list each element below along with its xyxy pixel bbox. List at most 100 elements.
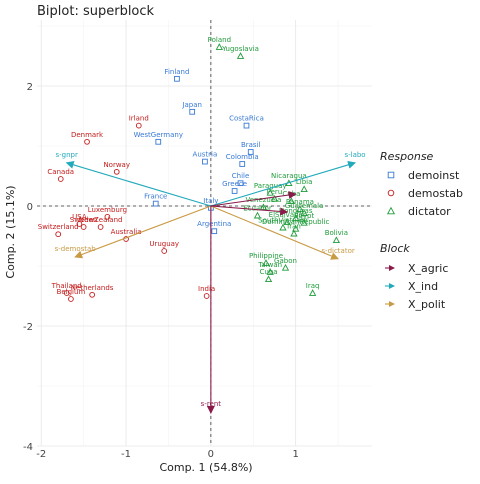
loading-arrow: s-rent [201, 206, 221, 414]
point-label: Egypt [294, 212, 314, 220]
legend-item-block: X_agric [385, 262, 448, 275]
data-point: Gabon [274, 257, 297, 271]
data-point: Honduras [279, 207, 313, 221]
point-label: Honduras [279, 207, 313, 215]
loading-arrow: s-demostab [55, 205, 212, 259]
legend: Response demoinst demostab dictator Block X_a… [380, 150, 463, 311]
data-point: Irland [129, 115, 149, 129]
point-label: India [198, 285, 215, 293]
data-point: Chile [232, 172, 250, 187]
point-label: Uruguay [149, 240, 179, 248]
point-label: Venezuela [245, 196, 281, 204]
point-label: USA [72, 213, 87, 221]
point-label: Poland [208, 36, 231, 44]
point-label: Norway [103, 161, 130, 169]
point-label: Cuba [260, 268, 278, 276]
data-point: Libia [296, 178, 312, 193]
data-point: SouthVietnam [258, 217, 308, 231]
point-label: Iraq [306, 282, 320, 290]
data-point: Peru [267, 188, 283, 202]
loading-arrow: s-gnpr [55, 151, 212, 207]
data-point: Ecuador [243, 205, 272, 219]
data-point: Norway [103, 161, 130, 175]
point-label: Taiwan [257, 261, 282, 269]
point-label: Australia [111, 228, 142, 236]
data-point: Switzerland [38, 223, 79, 238]
data-point: USA [72, 213, 87, 227]
x-tick-label: 0 [208, 449, 214, 460]
data-point: Egypt [294, 212, 315, 226]
point-label: Austria [193, 151, 218, 159]
point-label: Peru [267, 188, 283, 196]
data-point: Yugoslavia [221, 45, 259, 59]
data-point: Bolivia [325, 229, 348, 244]
point-label: DominicanRepublic [262, 218, 329, 226]
arrow-label: s-dictator [321, 247, 354, 255]
y-tick-label: -2 [23, 322, 33, 333]
data-point: Paraguay [254, 182, 287, 196]
data-point: Sweden [70, 216, 98, 230]
legend-item-response: demostab [387, 187, 463, 200]
point-label: Yugoslavia [221, 45, 259, 53]
data-point: Argentina [197, 220, 231, 235]
data-point: Brasil [241, 141, 261, 155]
data-point: Belgium [57, 288, 85, 302]
x-axis-label: Comp. 1 (54.8%) [159, 461, 252, 474]
point-label: Irland [129, 115, 149, 123]
legend-item-label: dictator [408, 205, 451, 218]
point-label: Colombia [226, 153, 259, 161]
data-point: Denmark [71, 131, 104, 145]
data-point: DominicanRepublic [262, 218, 329, 232]
data-point: Japan [181, 101, 202, 115]
data-point: NewZealand [79, 216, 123, 230]
point-label: WestGermany [134, 131, 183, 139]
data-point: Thailand [51, 282, 82, 296]
legend-item-block: X_polit [385, 298, 446, 311]
arrow-label: s-gnpr [55, 151, 77, 159]
data-point: Panama [286, 198, 314, 212]
point-label: Switzerland [38, 223, 79, 231]
point-label: Nicaragua [271, 172, 307, 180]
data-point: Iran [287, 223, 301, 237]
point-label: SouthVietnam [258, 217, 308, 225]
point-label: Luxemburg [88, 206, 127, 214]
arrow-label: s-labo [344, 151, 365, 159]
data-point: WestGermany [134, 131, 183, 145]
point-label: Thailand [51, 282, 82, 290]
point-label: Argentina [197, 220, 231, 228]
point-label: Canada [47, 168, 74, 176]
chart-title: Biplot: superblock [37, 4, 155, 19]
data-point: Colombia [226, 153, 259, 167]
legend-item-label: X_ind [408, 280, 438, 293]
data-point: CostaRica [229, 115, 264, 129]
x-tick-label: 1 [292, 449, 298, 460]
data-point: Poland [208, 36, 231, 50]
data-point: Canada [47, 168, 74, 182]
y-tick-label: 0 [27, 202, 33, 213]
legend-item-block: X_ind [385, 280, 438, 293]
loading-arrow: s-labo [210, 151, 366, 207]
point-label: Ecuador [243, 205, 272, 213]
point-label: CostaRica [229, 115, 264, 123]
data-point: Netherlands [71, 284, 114, 298]
data-point: Luxemburg [88, 206, 127, 220]
data-point: Guatemala [285, 202, 324, 217]
point-label: Italy [203, 197, 218, 205]
point-label: Sweden [70, 216, 98, 224]
point-label: Philippine [249, 252, 283, 260]
legend-title-block: Block [380, 242, 410, 255]
data-point: Finland [164, 68, 189, 82]
data-point: Austria [193, 151, 218, 165]
legend-item-label: X_agric [408, 262, 448, 275]
point-label: Panama [286, 198, 314, 206]
point-label: NewZealand [79, 216, 123, 224]
point-label: Gabon [274, 257, 297, 265]
point-label: Paraguay [254, 182, 287, 190]
point-label: Chile [232, 172, 250, 180]
point-label: Brasil [241, 141, 261, 149]
legend-title-response: Response [380, 150, 434, 163]
point-label: Guatemala [285, 202, 324, 210]
point-label: Greece [222, 180, 247, 188]
data-point: Philippine [249, 252, 283, 266]
